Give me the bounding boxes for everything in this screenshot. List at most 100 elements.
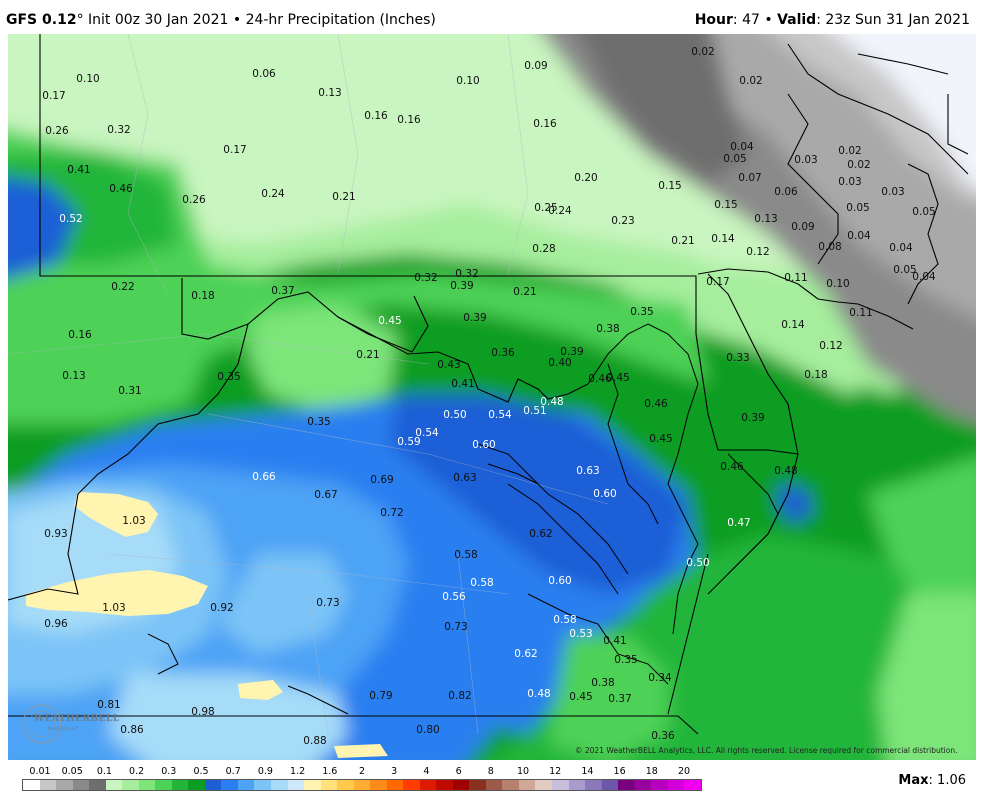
legend-labels: 0.01 0.05 0.1 0.2 0.3 0.5 0.7 0.9 1.2 1.6 2 3 4 6 8 10 1… (22, 766, 702, 778)
precip-value-label: 0.45 (606, 372, 629, 384)
legend-swatch (370, 780, 387, 790)
title-bullet: • (228, 12, 246, 28)
copyright-notice: © 2021 WeatherBELL Analytics, LLC. All r… (575, 746, 958, 755)
precip-value-label: 0.12 (819, 340, 842, 352)
legend-tick-label: 0.9 (257, 766, 273, 777)
precip-value-label: 0.24 (261, 188, 285, 200)
precip-value-label: 0.54 (415, 427, 439, 439)
precip-value-label: 0.60 (593, 488, 616, 500)
precip-value-label: 0.03 (881, 186, 904, 198)
precip-value-label: 0.58 (470, 577, 493, 589)
legend-swatch (667, 780, 685, 790)
legend-swatch (204, 780, 222, 790)
precip-value-label: 0.13 (754, 213, 777, 225)
precip-value-label: 0.46 (588, 373, 612, 385)
valid-time-readout: Hour: 47 • Valid: 23z Sun 31 Jan 2021 (695, 12, 970, 28)
max-label: Max (898, 773, 929, 788)
precip-value-label: 0.21 (513, 286, 536, 298)
precip-value-label: 0.03 (794, 154, 817, 166)
precip-value-label: 0.63 (453, 472, 476, 484)
legend-swatch (171, 780, 189, 790)
legend-tick-label: 18 (645, 766, 658, 777)
legend-tick-label: 0.2 (129, 766, 145, 777)
precip-value-label: 0.10 (826, 278, 849, 290)
precip-value-label: 0.62 (529, 528, 552, 540)
precip-value-label: 0.52 (59, 213, 82, 225)
precip-value-label: 0.58 (553, 614, 576, 626)
legend-swatch (568, 780, 586, 790)
legend-swatch (651, 780, 668, 790)
map-canvas: 0.10 0.06 0.13 0.10 0.09 0.02 0.02 0.17 0.26 0.32… (8, 34, 976, 760)
model-name: GFS 0.12 (6, 12, 77, 28)
precip-value-label: 0.28 (532, 243, 555, 255)
product-name: 24-hr Precipitation (Inches) (245, 12, 436, 28)
legend-swatch (535, 780, 552, 790)
precip-value-label: 0.10 (456, 75, 479, 87)
precip-value-label: 0.45 (649, 433, 672, 445)
precip-value-label: 0.26 (182, 194, 206, 206)
degree-symbol: ° (76, 12, 84, 28)
precip-value-label: 0.22 (111, 281, 134, 293)
legend-tick-label: 0.05 (61, 766, 83, 777)
precip-value-label: 0.20 (574, 172, 597, 184)
precip-value-label: 0.73 (316, 597, 339, 609)
legend-swatch (684, 780, 701, 790)
precipitation-map: 0.10 0.06 0.13 0.10 0.09 0.02 0.02 0.17 0.26 0.32… (8, 34, 976, 760)
legend-swatch (320, 780, 338, 790)
header: GFS 0.12° Init 00z 30 Jan 2021 • 24-hr P… (0, 0, 984, 34)
precip-value-label: 0.72 (380, 507, 403, 519)
precip-value-label: 0.35 (614, 654, 637, 666)
precip-value-label: 0.37 (271, 285, 294, 297)
legend-tick-label: 1.2 (290, 766, 306, 777)
legend-swatch (353, 780, 371, 790)
legend-tick-label: 8 (487, 766, 494, 777)
title-bullet-2: • (759, 12, 778, 28)
legend-swatch (601, 780, 619, 790)
precip-value-label: 1.03 (122, 515, 145, 527)
legend-swatch (585, 780, 602, 790)
legend-tick-label: 14 (581, 766, 594, 777)
legend-swatch (485, 780, 503, 790)
precip-value-label: 0.48 (527, 688, 550, 700)
hour-value: : 47 (732, 12, 760, 28)
legend-swatch (502, 780, 519, 790)
precip-value-label: 0.17 (42, 90, 65, 102)
precip-value-label: 0.17 (706, 276, 729, 288)
legend-swatch (419, 780, 437, 790)
legend-tick-label: 4 (423, 766, 430, 777)
precip-value-label: 0.82 (448, 690, 471, 702)
legend-swatch (452, 780, 470, 790)
hour-label: Hour (694, 12, 733, 28)
legend-tick-label: 2 (358, 766, 366, 777)
precip-value-label: 0.05 (846, 202, 869, 214)
precip-value-label: 0.46 (720, 461, 744, 473)
precip-value-label: 0.13 (62, 370, 85, 382)
legend-tick-label: 10 (516, 766, 530, 777)
precip-value-label: 0.63 (576, 465, 599, 477)
precip-value-label: 0.46 (644, 398, 668, 410)
precip-value-label: 0.14 (781, 319, 805, 331)
precip-value-label: 0.39 (741, 412, 764, 424)
precip-value-label: 0.98 (191, 706, 214, 718)
precip-value-label: 0.66 (252, 471, 276, 483)
logo-text: WEATHERBELL (34, 714, 120, 724)
precip-value-label: 0.50 (443, 409, 466, 421)
precip-value-label: 0.35 (307, 416, 330, 428)
precip-value-label: 0.88 (303, 735, 326, 747)
precip-value-label: 0.46 (109, 183, 133, 195)
county-lines (8, 34, 609, 735)
precip-value-label: 0.35 (217, 371, 240, 383)
precip-value-label: 1.03 (102, 602, 125, 614)
max-value: : 1.06 (928, 773, 966, 788)
legend-swatch (188, 780, 205, 790)
precip-value-label: 0.18 (191, 290, 214, 302)
max-value-readout: Max: 1.06 (898, 773, 966, 788)
precip-value-label: 0.43 (437, 359, 460, 371)
precip-value-label: 0.02 (739, 75, 762, 87)
precip-value-label: 0.05 (723, 153, 746, 165)
precip-value-label: 0.81 (97, 699, 120, 711)
precip-value-label: 0.40 (548, 357, 571, 369)
legend-swatch (105, 780, 123, 790)
legend-swatch (72, 780, 90, 790)
legend-swatch (138, 780, 156, 790)
